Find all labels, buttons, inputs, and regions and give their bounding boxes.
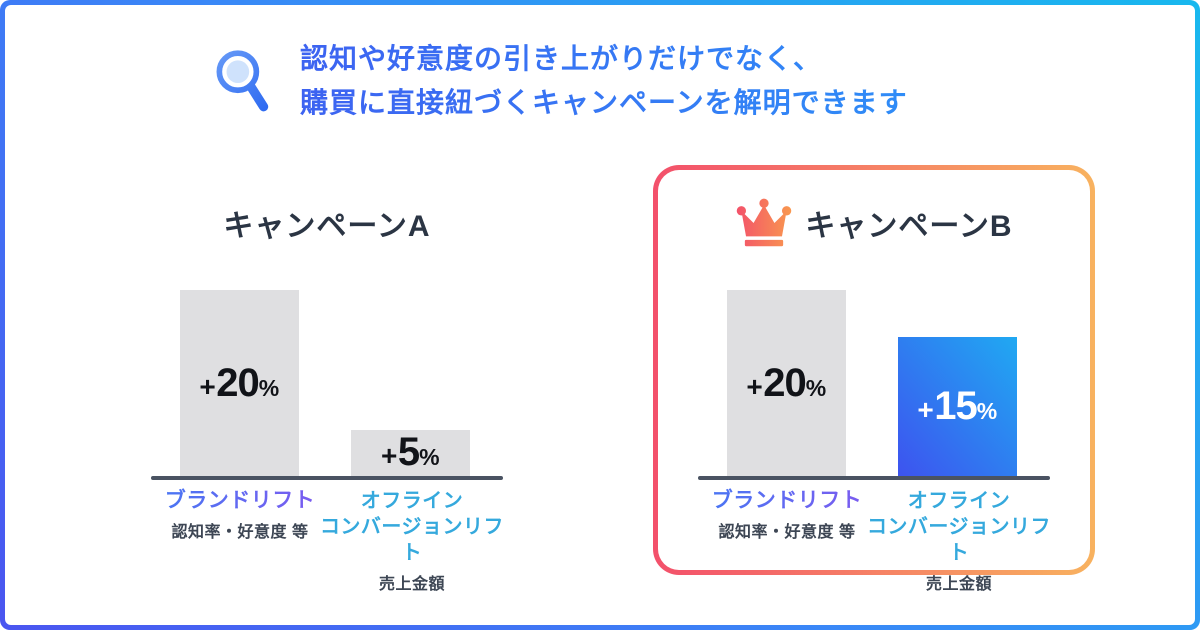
brand-lift-label: ブランドリフト	[164, 489, 316, 512]
campaign-b-bars: +20% +15%	[698, 290, 1050, 476]
campaign-b-card: キャンペーンB +20% +15%	[653, 165, 1095, 593]
offline-cv-label-line1: オフライン	[907, 490, 1011, 512]
canvas: 認知や好意度の引き上がりだけでなく、 購買に直接紐づくキャンペーンを解明できます…	[5, 5, 1195, 625]
magnifier-icon	[216, 50, 269, 112]
campaign-b-brand-lift-bar: +20%	[727, 290, 846, 476]
campaign-b-brand-lift-label-group: ブランドリフト 認知率・好意度 等	[702, 488, 872, 542]
brand-lift-sublabel: 認知率・好意度 等	[171, 524, 309, 541]
campaign-b-panel: キャンペーンB +20% +15%	[698, 191, 1051, 593]
campaign-a-brand-lift-value: +20%	[199, 360, 280, 405]
campaign-a-labels: ブランドリフト 認知率・好意度 等 オフライン コンバージョンリフト 売上金額	[151, 488, 504, 593]
header-line-2: 購買に直接紐づくキャンペーンを解明できます	[300, 81, 908, 125]
campaign-b-title: キャンペーンB	[698, 191, 1050, 255]
header-text: 認知や好意度の引き上がりだけでなく、 購買に直接紐づくキャンペーンを解明できます	[300, 37, 908, 125]
header-line-1: 認知や好意度の引き上がりだけでなく、	[300, 37, 908, 81]
brand-lift-label: ブランドリフト	[711, 489, 863, 512]
campaign-b-title-text: キャンペーンB	[805, 210, 1013, 243]
campaign-b-offline-cv-label-group: オフライン コンバージョンリフト 売上金額	[864, 488, 1054, 594]
offline-cv-label-line2: コンバージョンリフト	[319, 516, 505, 564]
offline-cv-sublabel: 売上金額	[378, 576, 445, 593]
campaign-a-title: キャンペーンA	[151, 191, 503, 255]
campaign-b-labels: ブランドリフト 認知率・好意度 等 オフライン コンバージョンリフト 売上金額	[698, 488, 1051, 593]
header: 認知や好意度の引き上がりだけでなく、 購買に直接紐づくキャンペーンを解明できます	[210, 37, 908, 125]
campaign-a-offline-cv-value: +5%	[380, 430, 441, 475]
offline-cv-label-line1: オフライン	[360, 490, 464, 512]
campaign-a-axis-line	[151, 476, 503, 480]
campaign-a-brand-lift-bar: +20%	[180, 290, 299, 476]
campaign-a-brand-lift-label-group: ブランドリフト 認知率・好意度 等	[155, 488, 325, 542]
campaign-a-panel: キャンペーンA +20% +5% ブランドリフト 認知率・好意度	[151, 191, 504, 593]
campaign-a-offline-cv-bar: +5%	[351, 429, 470, 476]
offline-cv-sublabel: 売上金額	[925, 576, 992, 593]
offline-cv-label-line2: コンバージョンリフト	[866, 516, 1052, 564]
campaign-b-brand-lift-value: +20%	[746, 360, 827, 405]
campaign-a-offline-cv-label-group: オフライン コンバージョンリフト 売上金額	[317, 488, 507, 594]
crown-icon	[737, 198, 792, 247]
campaign-a-title-text: キャンペーンA	[223, 210, 431, 243]
campaign-b-offline-cv-bar: +15%	[898, 336, 1017, 476]
brand-lift-sublabel: 認知率・好意度 等	[718, 524, 856, 541]
campaign-a-bars: +20% +5%	[151, 290, 503, 476]
campaign-b-offline-cv-value: +15%	[917, 383, 998, 428]
campaign-b-axis-line	[698, 476, 1050, 480]
